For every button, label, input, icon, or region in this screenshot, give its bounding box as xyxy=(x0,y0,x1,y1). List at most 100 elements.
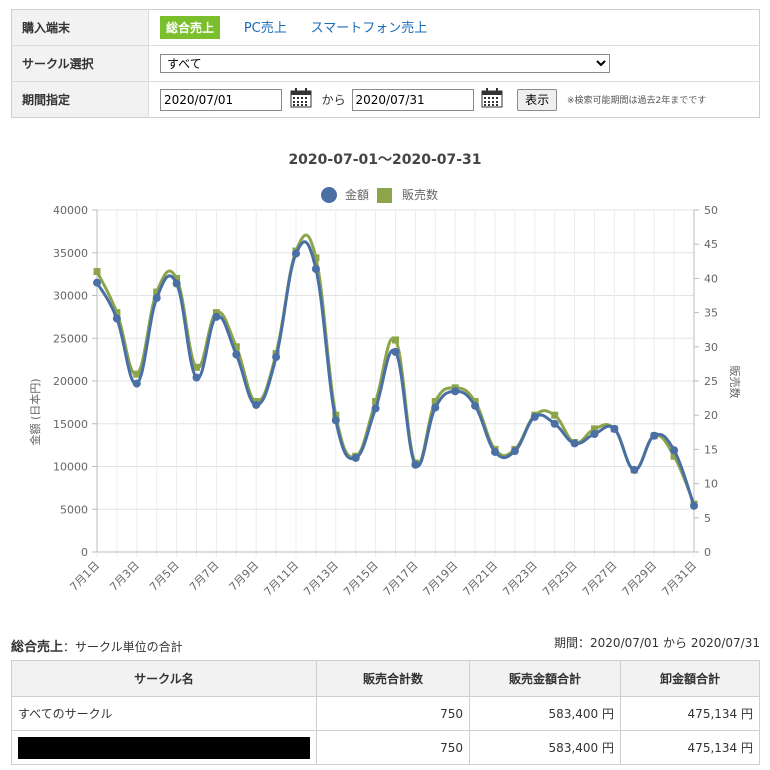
y-tick-label: 15000 xyxy=(53,418,88,431)
y-tick-label: 0 xyxy=(81,546,88,559)
amount-point[interactable] xyxy=(451,387,460,396)
amount-point[interactable] xyxy=(252,400,261,409)
y2-tick-label: 10 xyxy=(704,478,718,491)
chart-series xyxy=(93,233,698,510)
x-tick-label: 7月21日 xyxy=(461,559,501,599)
amount-point[interactable] xyxy=(132,379,141,388)
y-tick-label: 25000 xyxy=(53,332,88,345)
sales-count-cell: 750 xyxy=(316,696,470,731)
count-point[interactable] xyxy=(392,336,399,344)
count-point[interactable] xyxy=(312,254,320,262)
amount-point[interactable] xyxy=(351,453,360,462)
col-sales-count: 販売合計数 xyxy=(316,660,470,697)
circle-label: サークル選択 xyxy=(11,45,149,82)
device-tabs: 総合売上 PC売上 スマートフォン売上 xyxy=(149,10,760,46)
redacted-block xyxy=(18,736,310,759)
amount-point[interactable] xyxy=(411,460,420,469)
x-tick-label: 7月29日 xyxy=(620,559,660,599)
y-axis-ticks: 0 5000 10000 15000 20000 25000 30000 35000 40000 xyxy=(53,204,88,559)
y-tick-label: 30000 xyxy=(53,290,88,303)
amount-point[interactable] xyxy=(550,419,559,428)
x-axis-ticks: 7月1日 7月3日 7月5日 7月7日 7月9日 7月11日 7月13日 7月15日 7月17日… xyxy=(67,559,699,599)
legend-count-marker[interactable] xyxy=(377,188,392,203)
count-point[interactable] xyxy=(133,370,141,378)
legend-count-label[interactable]: 販売数 xyxy=(402,187,438,202)
amount-point[interactable] xyxy=(152,294,161,303)
amount-point[interactable] xyxy=(331,416,340,425)
count-point[interactable] xyxy=(670,452,678,460)
y2-tick-label: 45 xyxy=(704,238,718,251)
summary-period: 期間：2020/07/01 から 2020/07/31 xyxy=(554,636,760,650)
calendar-icon[interactable] xyxy=(481,88,503,111)
date-to-input[interactable] xyxy=(351,88,474,111)
y2-tick-label: 50 xyxy=(704,204,718,217)
y-tick-label: 40000 xyxy=(53,204,88,217)
legend-amount-marker[interactable] xyxy=(321,187,337,203)
amount-point[interactable] xyxy=(431,403,440,412)
y-tick-label: 5000 xyxy=(60,503,88,516)
amount-point[interactable] xyxy=(650,431,659,440)
wholesale-amount-cell: 475,134 円 xyxy=(620,730,760,765)
count-point[interactable] xyxy=(471,398,479,406)
count-point[interactable] xyxy=(153,288,161,296)
amount-point[interactable] xyxy=(311,264,320,273)
count-point[interactable] xyxy=(232,343,240,351)
amount-point[interactable] xyxy=(491,447,499,456)
y-tick-label: 20000 xyxy=(53,375,88,388)
circle-select[interactable]: すべて xyxy=(160,54,610,73)
count-point[interactable] xyxy=(591,425,598,433)
y2-tick-label: 5 xyxy=(704,512,711,525)
amount-point[interactable] xyxy=(212,312,221,321)
amount-point[interactable] xyxy=(670,446,679,455)
x-tick-label: 7月1日 xyxy=(67,559,102,594)
count-point[interactable] xyxy=(212,309,220,317)
summary-heading: 総合売上：サークル単位の合計 xyxy=(11,636,183,655)
x-tick-label: 7月13日 xyxy=(301,559,341,599)
chart-legend: 金額 販売数 xyxy=(321,187,438,203)
sales-count-cell: 750 xyxy=(316,730,470,765)
col-wholesale-amount: 卸金額合計 xyxy=(620,660,760,697)
count-point[interactable] xyxy=(551,411,559,419)
count-point[interactable] xyxy=(372,398,380,406)
col-circle-name: サークル名 xyxy=(11,660,317,697)
amount-point[interactable] xyxy=(391,347,400,356)
amount-point[interactable] xyxy=(172,279,181,288)
amount-point[interactable] xyxy=(630,465,639,474)
count-point[interactable] xyxy=(113,309,121,317)
y2-axis-ticks: 0 5 10 15 20 25 30 35 40 45 50 xyxy=(704,204,718,559)
count-point[interactable] xyxy=(431,398,439,406)
amount-point[interactable] xyxy=(471,401,480,410)
amount-point[interactable] xyxy=(112,314,121,323)
amount-point[interactable] xyxy=(272,353,281,362)
calendar-icon[interactable] xyxy=(290,88,312,111)
table-row: 750 583,400 円 475,134 円 xyxy=(11,730,760,765)
amount-point[interactable] xyxy=(690,501,698,510)
amount-point[interactable] xyxy=(590,430,599,439)
chart-title: 2020-07-01～2020-07-31 xyxy=(288,152,481,168)
amount-point[interactable] xyxy=(292,249,300,258)
count-point[interactable] xyxy=(173,274,181,282)
tab-pc-sales[interactable]: PC売上 xyxy=(243,21,287,36)
legend-amount-label[interactable]: 金額 xyxy=(345,187,369,202)
show-button[interactable]: 表示 xyxy=(517,88,558,111)
amount-point[interactable] xyxy=(530,412,539,421)
amount-point[interactable] xyxy=(570,439,579,448)
amount-point[interactable] xyxy=(192,373,201,382)
wholesale-amount-cell: 475,134 円 xyxy=(620,696,760,731)
device-row: 購入端末 総合売上 PC売上 スマートフォン売上 xyxy=(11,9,760,46)
table-row: すべてのサークル 750 583,400 円 475,134 円 xyxy=(11,696,760,731)
amount-point[interactable] xyxy=(610,424,619,433)
x-tick-label: 7月17日 xyxy=(381,559,421,599)
date-from-input[interactable] xyxy=(160,88,282,111)
tab-smartphone-sales[interactable]: スマートフォン売上 xyxy=(310,21,428,36)
amount-point[interactable] xyxy=(93,278,101,287)
amount-point[interactable] xyxy=(232,350,241,359)
count-point[interactable] xyxy=(193,363,200,371)
amount-point[interactable] xyxy=(371,404,380,413)
y-tick-label: 35000 xyxy=(53,247,88,260)
count-point[interactable] xyxy=(93,268,101,276)
y2-axis-label: 販売数 xyxy=(728,366,741,399)
y2-tick-label: 15 xyxy=(704,443,718,456)
tab-total-sales[interactable]: 総合売上 xyxy=(160,16,221,39)
amount-point[interactable] xyxy=(510,447,519,456)
